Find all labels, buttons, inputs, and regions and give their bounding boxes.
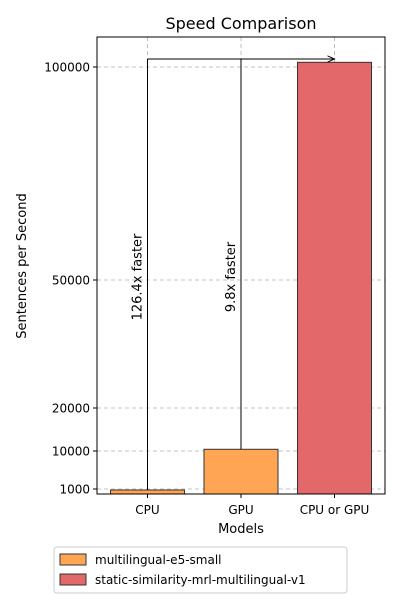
y-axis-label: Sentences per Second: [15, 193, 30, 338]
x-tick-label: CPU or GPU: [300, 503, 370, 517]
x-tick-label: GPU: [228, 503, 253, 517]
chart-title: Speed Comparison: [165, 14, 316, 33]
x-axis-label: Models: [218, 522, 264, 537]
bar-gpu: [203, 448, 279, 495]
y-tick-label: 100000: [44, 61, 90, 75]
y-axis-ticks: 1000 10000 20000 50000 100000: [44, 61, 97, 497]
legend-swatch: [59, 573, 87, 586]
annotations: 126.4x faster 9.8x faster: [131, 59, 335, 490]
legend-label: static-similarity-mrl-multilingual-v1: [95, 573, 306, 587]
annotation-label: 126.4x faster: [131, 233, 146, 320]
x-axis-ticks: CPU GPU CPU or GPU: [135, 494, 369, 517]
x-tick-label: CPU: [135, 503, 159, 517]
legend: multilingual-e5-small static-similarity-m…: [53, 546, 348, 594]
legend-swatch: [59, 553, 87, 566]
bar-cpu: [110, 489, 185, 495]
legend-box: [53, 546, 348, 594]
legend-label: multilingual-e5-small: [95, 553, 222, 567]
bar-cpu-or-gpu: [297, 61, 372, 495]
y-tick-label: 50000: [52, 274, 90, 288]
y-tick-label: 10000: [52, 445, 90, 459]
y-tick-label: 1000: [59, 483, 90, 497]
annotation-label: 9.8x faster: [224, 241, 239, 312]
y-tick-label: 20000: [52, 402, 90, 416]
bars: [110, 61, 372, 495]
